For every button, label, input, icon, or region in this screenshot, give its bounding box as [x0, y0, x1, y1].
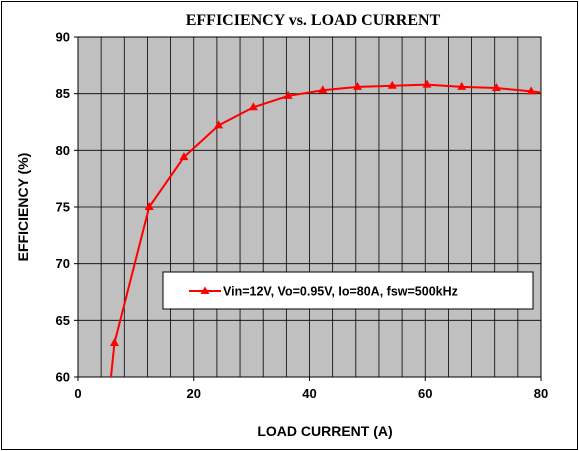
data-point-marker — [457, 81, 467, 90]
data-point-marker — [283, 90, 293, 99]
data-point-marker — [491, 83, 501, 91]
y-tick-label: 60 — [56, 370, 70, 385]
data-point-marker — [422, 79, 432, 88]
x-axis-ticks: 0 20 40 60 80 — [74, 377, 548, 401]
data-point-marker — [248, 102, 258, 111]
x-tick-label: 0 — [74, 386, 81, 401]
x-axis-title: LOAD CURRENT (A) — [257, 423, 392, 439]
data-point-marker — [526, 86, 536, 95]
data-point-marker — [318, 85, 328, 94]
series-layer — [109, 79, 542, 378]
x-tick-label: 20 — [187, 386, 201, 401]
x-tick-label: 60 — [418, 386, 432, 401]
data-point-marker — [109, 338, 119, 346]
x-tick-label: 80 — [534, 386, 548, 401]
data-point-marker — [179, 152, 189, 161]
y-axis-title: EFFICIENCY (%) — [15, 153, 31, 262]
y-tick-label: 65 — [56, 313, 70, 328]
x-tick-label: 40 — [302, 386, 316, 401]
legend-box — [162, 271, 534, 310]
y-tick-label: 80 — [56, 143, 70, 158]
y-tick-label: 85 — [56, 86, 70, 101]
y-tick-label: 90 — [56, 30, 70, 45]
y-axis-ticks: 60 65 70 75 80 85 90 — [56, 30, 78, 385]
y-tick-label: 75 — [56, 200, 70, 215]
y-tick-label: 70 — [56, 256, 70, 271]
data-point-marker — [353, 81, 363, 90]
data-point-marker — [387, 80, 397, 89]
legend-marker-triangle — [200, 286, 210, 294]
legend: Vin=12V, Vo=0.95V, Io=80A, fsw=500kHz — [162, 271, 534, 310]
data-point-marker — [214, 120, 224, 129]
legend-label: Vin=12V, Vo=0.95V, Io=80A, fsw=500kHz — [223, 285, 458, 299]
chart-title: EFFICIENCY vs. LOAD CURRENT — [186, 12, 441, 29]
data-point-marker — [144, 202, 154, 210]
